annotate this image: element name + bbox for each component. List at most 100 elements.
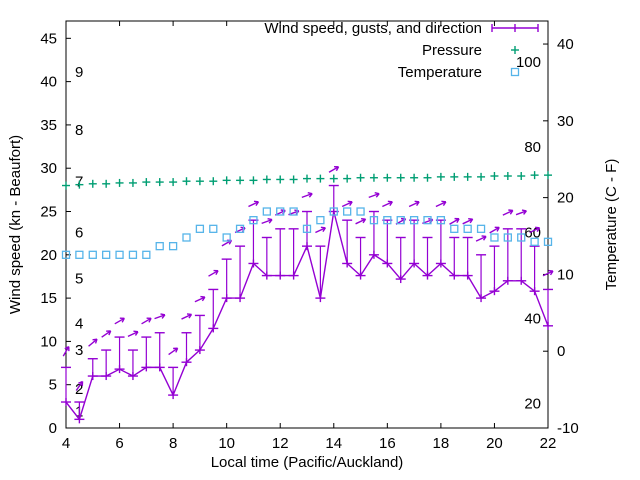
temperature-point (61, 250, 71, 259)
beaufort-label: 4 (75, 315, 83, 332)
temperature-point (476, 224, 486, 233)
y-tick-label: 20 (40, 247, 57, 264)
temperature-point (195, 224, 205, 233)
temperature-point (262, 207, 271, 216)
wind-direction-arrow-shaft (154, 314, 166, 320)
wind-direction-arrow-shaft (301, 192, 313, 199)
temperature-point (436, 216, 446, 225)
beaufort-label: 6 (75, 224, 83, 241)
temperature-point (88, 250, 97, 259)
wind-direction-arrow-shaft (114, 317, 125, 325)
y-tick-label: 40 (40, 74, 57, 91)
wind-direction-arrow-head (442, 201, 447, 206)
wind-direction-arrow-head (228, 240, 233, 245)
temperature-point (209, 224, 218, 233)
wind-direction-arrow-shaft (355, 218, 366, 225)
temperature-point (289, 207, 298, 216)
wind-direction-arrow-head (121, 317, 125, 323)
beaufort-label: 3 (75, 342, 83, 359)
x-tick-label: 16 (379, 435, 396, 452)
x-tick-label: 18 (433, 435, 450, 452)
wind-direction-arrow-shaft (475, 235, 487, 242)
wind-direction-arrow-head (161, 314, 166, 319)
temperature-point (463, 224, 472, 233)
temperature-point (182, 233, 191, 242)
y2-tick-label: 0 (557, 343, 565, 360)
temperature-point (383, 216, 392, 225)
temperature-point (503, 233, 512, 242)
y2-tick-label: 30 (557, 113, 574, 130)
temperature-point (249, 216, 258, 225)
wind-direction-arrow-head (148, 317, 152, 323)
wind-direction-arrow-shaft (248, 201, 259, 208)
wind-direction-arrow-head (268, 219, 273, 224)
temperature-point (75, 250, 84, 259)
y2-tick-label: -10 (557, 420, 579, 437)
y-axis-title: Wind speed (kn - Beaufort) (7, 135, 24, 314)
temperature-point (530, 237, 539, 246)
x-tick-label: 10 (218, 435, 235, 452)
wind-direction-arrow-shaft (127, 331, 139, 338)
y-tick-label: 25 (40, 204, 57, 221)
wind-direction-arrow-head (108, 330, 112, 336)
wind-direction-arrow-shaft (62, 346, 70, 357)
temperature-point (369, 216, 379, 225)
x-tick-label: 22 (540, 435, 557, 452)
wind-direction-arrow-head (496, 227, 500, 232)
wind-direction-arrow-head (175, 347, 179, 353)
y2-tick-label: 20 (557, 190, 574, 207)
x-tick-label: 6 (115, 435, 123, 452)
wind-direction-arrow-head (308, 193, 313, 198)
x-axis-title: Local time (Pacific/Auckland) (211, 454, 404, 471)
wind-direction-arrow-shaft (101, 330, 112, 338)
plot-border (65, 20, 549, 429)
wind-direction-arrow-shaft (382, 201, 393, 208)
wind-direction-arrow-head (389, 201, 393, 206)
legend-label-0: Wind speed, gusts, and direction (264, 20, 482, 37)
wind-direction-arrow-head (375, 193, 380, 198)
temperature-point (302, 224, 312, 233)
wind-direction-arrow-shaft (88, 338, 98, 347)
temperature-point (102, 250, 111, 259)
beaufort-label: 2 (75, 381, 83, 398)
temperature-point (409, 216, 419, 225)
temperature-point (517, 233, 526, 242)
y-tick-label: 5 (49, 377, 57, 394)
wind-direction-arrow-shaft (435, 201, 447, 208)
legend-swatch-temperature (510, 67, 520, 77)
temperature-point (276, 207, 285, 216)
wind-direction-arrow-head (134, 331, 139, 336)
temperature-point (222, 233, 231, 242)
beaufort-label: 8 (75, 122, 83, 139)
y-tick-label: 15 (40, 290, 57, 307)
wind-direction-arrow-head (349, 201, 353, 206)
wind-direction-arrow-shaft (208, 270, 219, 277)
wind-direction-arrow-head (416, 201, 420, 206)
fahrenheit-label: 80 (524, 139, 541, 156)
fahrenheit-label: 20 (524, 396, 541, 413)
x-tick-label: 8 (169, 435, 177, 452)
temperature-point (235, 224, 245, 233)
temperature-point (115, 250, 124, 259)
temperature-point (343, 207, 352, 216)
y-tick-label: 10 (40, 333, 57, 350)
wind-direction-arrow-head (469, 218, 474, 224)
wind-direction-arrow-shaft (328, 166, 339, 173)
wind-direction-arrow-shaft (489, 226, 500, 234)
wind-direction-arrow-head (536, 227, 541, 232)
temperature-point (450, 224, 459, 233)
temperature-point (155, 241, 164, 251)
wind-direction-arrow-head (362, 218, 367, 224)
wind-direction-arrow-head (335, 166, 340, 172)
wind-direction-arrow-shaft (529, 227, 540, 234)
x-tick-label: 12 (272, 435, 289, 452)
fahrenheit-label: 40 (524, 310, 541, 327)
temperature-point (543, 237, 553, 246)
y-tick-label: 0 (49, 420, 57, 437)
legend-label-2: Temperature (398, 64, 482, 81)
wind-direction-arrow-shaft (408, 201, 420, 208)
wind-direction-arrow-shaft (341, 201, 353, 208)
wind-direction-arrow-head (549, 270, 554, 276)
wind-direction-arrow-head (456, 218, 460, 224)
legend-label-1: Pressure (422, 42, 482, 59)
